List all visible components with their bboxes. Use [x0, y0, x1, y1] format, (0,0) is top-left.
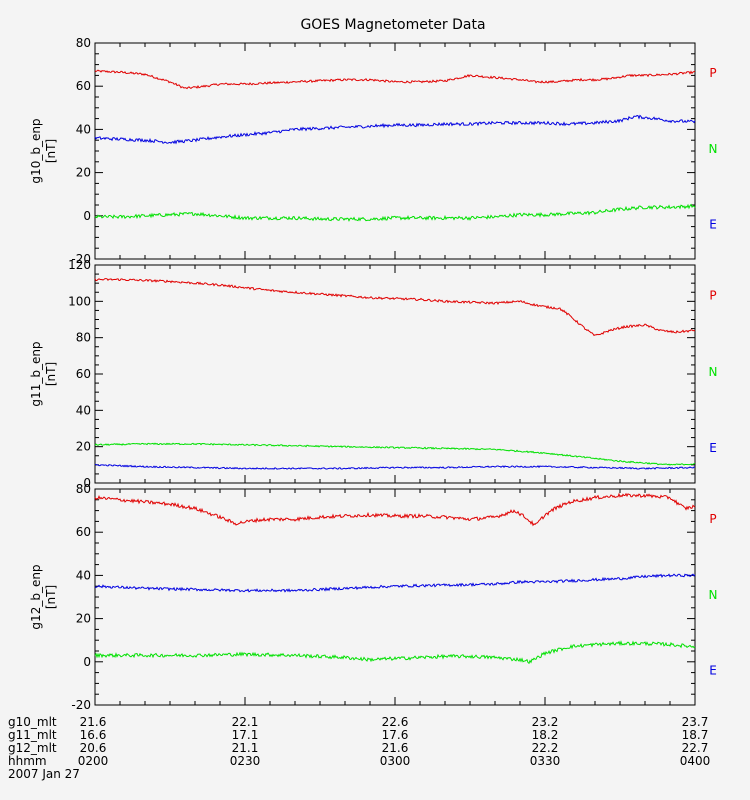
footer-row-label: hhmm: [8, 754, 47, 768]
y-tick-label: 60: [76, 367, 91, 381]
legend-label-N: N: [709, 588, 718, 602]
y-tick-label: 80: [76, 36, 91, 50]
legend-label-N: N: [709, 142, 718, 156]
x-tick-label-g11_mlt: 18.2: [532, 728, 559, 742]
y-tick-label: 40: [76, 403, 91, 417]
x-tick-label-g10_mlt: 21.6: [80, 715, 107, 729]
y-tick-label: 20: [76, 166, 91, 180]
y-axis-unit: [nT]: [44, 362, 58, 386]
y-tick-label: 80: [76, 482, 91, 496]
y-tick-label: -20: [71, 698, 91, 712]
y-tick-label: 20: [76, 440, 91, 454]
series-line-N: [94, 640, 696, 665]
footer-row-label: g12_mlt: [8, 741, 57, 755]
y-tick-label: 0: [83, 209, 91, 223]
footer-row-label: g11_mlt: [8, 728, 57, 742]
series-line-P: [94, 492, 696, 527]
x-tick-label-g12_mlt: 22.2: [532, 741, 559, 755]
x-tick-label-g12_mlt: 20.6: [80, 741, 107, 755]
series-line-N: [94, 442, 696, 466]
y-tick-label: 60: [76, 525, 91, 539]
series-line-E: [94, 114, 696, 145]
y-axis-label: g12_b_enp: [29, 564, 43, 629]
legend-label-E: E: [709, 217, 717, 231]
y-tick-label: 120: [68, 258, 91, 272]
legend-label-E: E: [709, 441, 717, 455]
series-line-P: [94, 69, 696, 90]
y-tick-label: 20: [76, 612, 91, 626]
y-tick-label: -20: [71, 252, 91, 266]
legend-label-N: N: [709, 365, 718, 379]
date-label: 2007 Jan 27: [8, 767, 80, 781]
x-tick-label-g11_mlt: 17.6: [382, 728, 409, 742]
legend-label-P: P: [709, 66, 716, 80]
y-tick-label: 0: [83, 655, 91, 669]
x-tick-label-hhmm: 0200: [78, 754, 109, 768]
x-tick-label-g10_mlt: 23.2: [532, 715, 559, 729]
y-axis-unit: [nT]: [44, 139, 58, 163]
y-tick-label: 40: [76, 122, 91, 136]
legend-label-P: P: [709, 289, 716, 303]
series-line-N: [94, 203, 696, 222]
x-tick-label-hhmm: 0400: [680, 754, 711, 768]
x-tick-label-hhmm: 0330: [530, 754, 561, 768]
series-line-P: [94, 278, 696, 337]
panel-1: -20 0 20 40 60 80 g10_b_enp [nT] P N E: [29, 36, 717, 266]
x-tick-label-g12_mlt: 21.1: [232, 741, 259, 755]
y-axis-label: g10_b_enp: [29, 118, 43, 183]
footer-row-label: g10_mlt: [8, 715, 57, 729]
y-tick-label: 100: [68, 294, 91, 308]
y-axis-unit: [nT]: [44, 585, 58, 609]
x-tick-label-hhmm: 0300: [380, 754, 411, 768]
x-tick-label-g11_mlt: 16.6: [80, 728, 107, 742]
x-tick-label-hhmm: 0230: [230, 754, 261, 768]
x-tick-label-g10_mlt: 22.1: [232, 715, 259, 729]
panel-3: -20 0 20 40 60 80 g12_b_enp [nT] P N E: [29, 482, 717, 712]
x-tick-label-g11_mlt: 18.7: [682, 728, 709, 742]
x-tick-label-g12_mlt: 21.6: [382, 741, 409, 755]
x-tick-label-g12_mlt: 22.7: [682, 741, 709, 755]
y-axis-label: g11_b_enp: [29, 341, 43, 406]
y-tick-label: 0: [83, 476, 91, 490]
chart-title: GOES Magnetometer Data: [300, 17, 485, 33]
x-tick-label-g10_mlt: 23.7: [682, 715, 709, 729]
footer-axis-labels: g10_mlt 21.6 22.1 22.6 23.2 23.7 g11_mlt 16.6 17…: [8, 715, 710, 781]
x-tick-label-g10_mlt: 22.6: [382, 715, 409, 729]
legend-label-P: P: [709, 512, 716, 526]
legend-label-E: E: [709, 663, 717, 677]
x-tick-label-g11_mlt: 17.1: [232, 728, 259, 742]
series-line-E: [94, 463, 696, 470]
series-line-E: [94, 573, 696, 593]
y-tick-label: 60: [76, 79, 91, 93]
panel-2: 0 20 40 60 80 100 120 g11_b_enp [nT] P N E: [29, 258, 717, 490]
y-tick-label: 80: [76, 331, 91, 345]
y-tick-label: 40: [76, 568, 91, 582]
